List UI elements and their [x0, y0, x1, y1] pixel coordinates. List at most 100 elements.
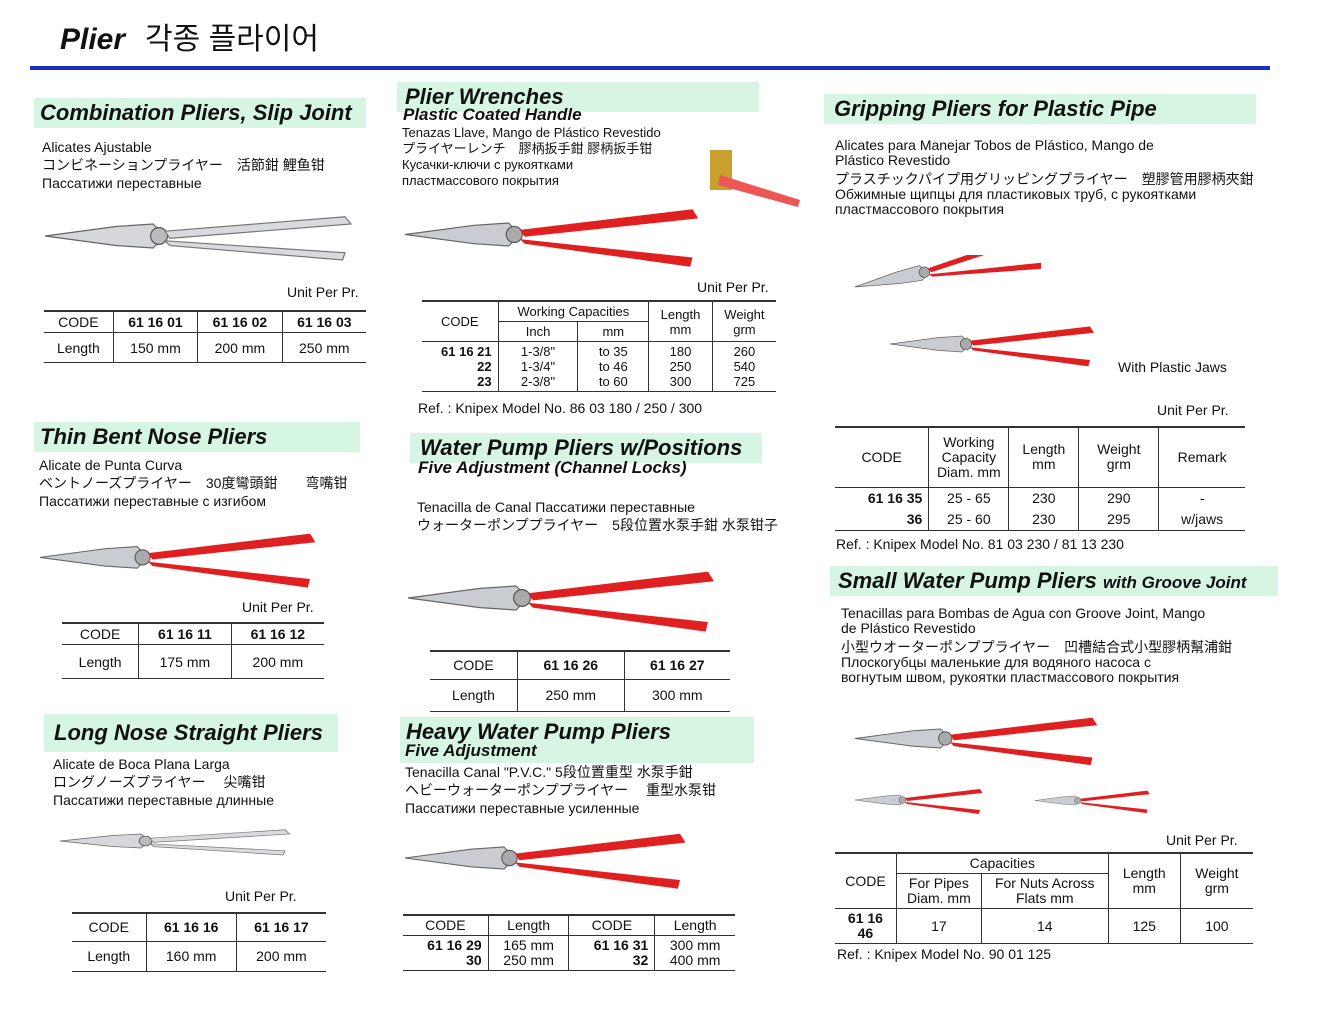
cell: 61 16 26 [516, 650, 625, 680]
desc-line: пластмассового покрытия [835, 201, 1004, 217]
cell: CODE [62, 622, 139, 645]
desc-line: プラスチックパイプ用グリッピングプライヤー 塑膠管用膠柄夾鉗 [835, 171, 1254, 187]
cell: 125 [1107, 908, 1181, 944]
desc-line: пластмассового покрытия [402, 173, 559, 188]
gripping-description: Alicates para Manejar Tobos de Plástico,… [835, 138, 1254, 217]
section-subtitle: Five Adjustment [405, 741, 537, 760]
cell: 61 16 29 30 [403, 935, 489, 971]
cell: Weight grm [711, 300, 776, 342]
cell: 14 [980, 908, 1109, 944]
cell: 260 540 725 [711, 341, 776, 392]
waterpump-table: CODE 61 16 26 61 16 27 Length 250 mm 300 mm [430, 650, 730, 712]
reference-note: Ref. : Knipex Model No. 81 03 230 / 81 1… [836, 536, 1124, 552]
v: to 35 [598, 344, 628, 359]
heavywp-plier-image [405, 833, 687, 890]
plastic-jaws-label: With Plastic Jaws [1118, 359, 1227, 375]
combination-table: CODE 61 16 01 61 16 02 61 16 03 Length 150 m… [44, 310, 366, 363]
cell: CODE [403, 914, 489, 936]
desc-line: Кусачки-ключи с рукоятками [402, 157, 574, 172]
cell: 36 [835, 508, 929, 531]
section-title-smallwp: Small Water Pump Pliers with Groove Join… [830, 566, 1278, 596]
header-divider [30, 66, 1270, 70]
smallwp-table: CODE Capacities Length mm Weight grm For Pi… [835, 852, 1253, 944]
bent-description: Alicate de Punta Curva ベントノーズプライヤー 30度彎頭鉗… [39, 456, 347, 510]
cell: to 35 to 46 to 60 [577, 341, 649, 392]
cell: 250 mm [281, 332, 366, 363]
cell: 150 mm [112, 332, 198, 363]
unit-label: Unit Per Pr. [1166, 832, 1238, 848]
cell: Weight grm [1179, 852, 1253, 909]
cell: 61 16 21 22 23 [422, 341, 499, 392]
v: 22 [477, 359, 492, 374]
desc-line: ウォーターポンププライヤー 5段位置水泵手鉗 水泵钳子 [417, 517, 778, 533]
desc-line: Обжимные щипцы для пластиковых труб, с р… [835, 186, 1197, 202]
v: 400 mm [669, 952, 721, 968]
v: 1-3/4" [520, 359, 556, 374]
section-title-longnose: Long Nose Straight Pliers [44, 714, 338, 752]
combination-description: Alicates Ajustable コンビネーションプライヤー 活節鉗 鯉鱼钳 П… [42, 138, 325, 192]
cell: Capacities [895, 852, 1109, 874]
waterpump-plier-image [408, 570, 715, 633]
v: 32 [632, 952, 649, 968]
cell: 200 mm [235, 941, 326, 972]
cell: mm [577, 321, 649, 342]
label: Weight [724, 306, 765, 322]
wrench-plier-image [405, 208, 699, 268]
cell: Length [72, 941, 147, 972]
desc-line: ロングノーズプライヤー 尖嘴钳 [53, 774, 266, 790]
section-title-waterpump: Water Pump Pliers w/Positions [410, 433, 762, 463]
cell: 230 [1008, 508, 1079, 531]
desc-line: Plástico Revestido [835, 152, 951, 168]
smallwp-plier-image [855, 717, 1150, 815]
section-title-bent: Thin Bent Nose Pliers [34, 422, 360, 452]
page-title: Plier 각종 플라이어 [60, 14, 319, 58]
cell: Length mm [1107, 852, 1181, 909]
bent-table: CODE 61 16 11 61 16 12 Length 175 mm 200 mm [62, 622, 324, 679]
v: 1-3/8" [520, 344, 556, 359]
cell: Length [654, 914, 735, 936]
v: 2-3/8" [520, 374, 556, 389]
cell: CODE [835, 852, 897, 909]
v: 61 16 21 [441, 344, 492, 359]
desc-line: Alicate de Boca Plana Larga [53, 756, 230, 772]
reference-note: Ref. : Knipex Model No. 86 03 180 / 250 … [418, 400, 703, 416]
cell: CODE [430, 650, 518, 680]
title-en: Plier [60, 23, 126, 56]
cell: 25 - 60 [928, 508, 1009, 531]
v: 61 16 29 [427, 937, 482, 953]
desc-line: Плоскогубцы маленькие для водяного насос… [841, 654, 1151, 670]
smallwp-description: Tenacillas para Bombas de Agua con Groov… [841, 606, 1232, 685]
cell: 295 [1078, 508, 1159, 531]
gripping-table: CODE Working Capacity Diam. mm Length mm We… [835, 426, 1245, 531]
cell: 1-3/8" 1-3/4" 2-3/8" [497, 341, 578, 392]
cell: Length mm [1008, 426, 1079, 488]
cell: 180 250 300 [648, 341, 713, 392]
label: mm [669, 321, 692, 337]
bent-plier-image [40, 533, 316, 589]
cell: Length [430, 679, 518, 712]
cell: Length [487, 914, 569, 936]
v: 540 [733, 359, 756, 374]
desc-line: Пассатижи переставные [42, 175, 202, 191]
desc-line: プライヤーレンチ 膠柄扳手鉗 膠柄扳手钳 [402, 141, 653, 156]
cell: 61 16 16 [145, 912, 237, 942]
cell: 300 mm 400 mm [654, 935, 735, 971]
unit-label: Unit Per Pr. [225, 888, 297, 904]
cell: 61 16 46 [835, 908, 897, 944]
cell: 160 mm [145, 941, 237, 972]
cell: 61 16 02 [197, 310, 283, 333]
wrenches-description: Tenazas Llave, Mango de Plástico Revesti… [402, 125, 661, 189]
cell: 100 [1179, 908, 1253, 944]
cell: CODE [72, 912, 147, 942]
v: 250 [669, 359, 692, 374]
desc-line: Tenacillas para Bombas de Agua con Groov… [841, 605, 1206, 621]
cell: For Pipes Diam. mm [895, 873, 982, 909]
cell: Working Capacities [497, 300, 649, 322]
heavywp-table: CODE Length CODE Length 61 16 29 30 165 mm 250… [403, 914, 735, 971]
v: 300 mm [669, 937, 721, 953]
longnose-description: Alicate de Boca Plana Larga ロングノーズプライヤー 尖… [53, 755, 274, 809]
desc-line: ベントノーズプライヤー 30度彎頭鉗 弯嘴钳 [39, 475, 348, 491]
section-title-combination: Combination Pliers, Slip Joint [34, 98, 366, 128]
longnose-plier-image [60, 829, 290, 856]
desc-line: Tenacilla de Canal Пассатижи переставные [417, 499, 695, 515]
